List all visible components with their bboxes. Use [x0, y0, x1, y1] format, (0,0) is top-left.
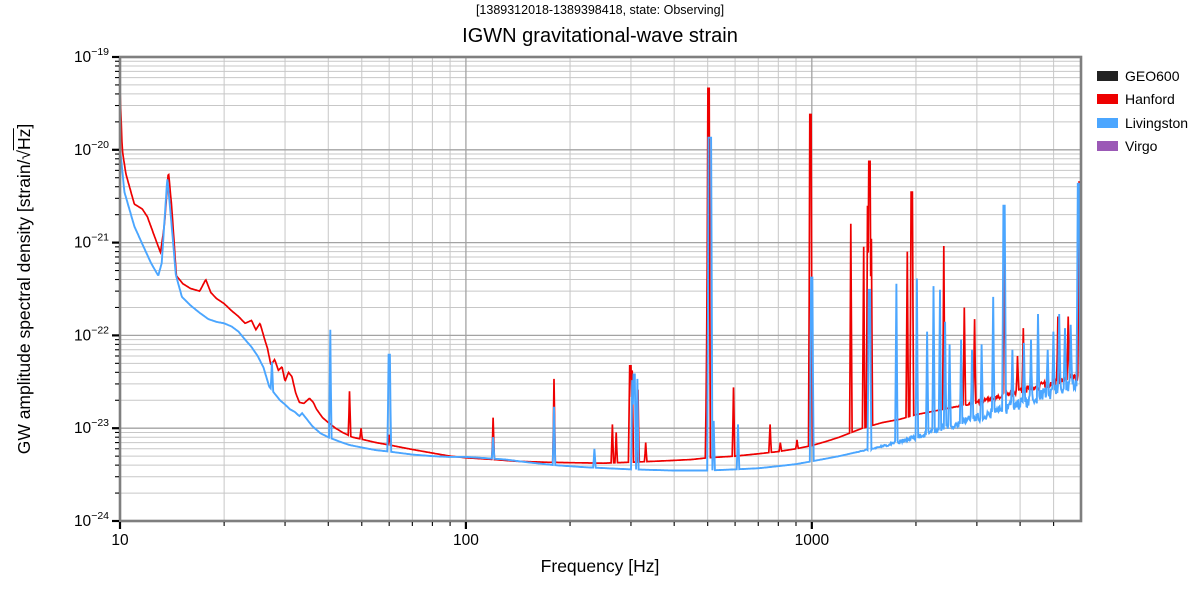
y-tick-label: 10−22 [74, 324, 109, 344]
y-axis-label-suffix: ] [14, 123, 34, 129]
axis-ticks [112, 55, 1055, 529]
y-axis-label: GW amplitude spectral density [strain/√H… [13, 123, 35, 455]
x-axis-label: Frequency [Hz] [540, 556, 660, 576]
y-tick-label: 10−19 [74, 46, 109, 66]
y-tick-label: 10−24 [74, 510, 109, 530]
x-tick-label: 1000 [795, 532, 830, 549]
figure-suptitle: [1389312018-1389398418, state: Observing… [475, 3, 725, 17]
sqrt-symbol: √ [14, 149, 34, 160]
legend-label: Hanford [1125, 91, 1175, 108]
series-livingston [120, 136, 1081, 472]
legend: GEO600 Hanford Livingston Virgo [1097, 64, 1188, 158]
curves [120, 87, 1081, 472]
legend-label: Virgo [1125, 138, 1158, 155]
legend-label: Livingston [1125, 114, 1189, 131]
plot-frame [118, 55, 1083, 523]
legend-item-virgo: Virgo [1097, 135, 1188, 159]
series-hanford [120, 87, 1081, 465]
y-tick-label: 10−21 [74, 232, 109, 252]
legend-swatch-virgo [1097, 141, 1118, 152]
legend-label: GEO600 [1125, 67, 1180, 84]
grid [119, 57, 1081, 521]
y-tick-label: 10−23 [74, 417, 109, 437]
figure-title: IGWN gravitational-wave strain [462, 25, 738, 47]
x-tick-label: 100 [453, 532, 479, 549]
legend-swatch-geo600 [1097, 70, 1118, 81]
legend-swatch-livingston [1097, 117, 1118, 128]
legend-item-geo600: GEO600 [1097, 64, 1188, 88]
sqrt-argument: Hz [13, 128, 34, 150]
x-tick-label: 10 [111, 532, 129, 549]
y-tick-label: 10−20 [74, 139, 109, 159]
legend-swatch-hanford [1097, 94, 1118, 105]
tick-labels: 10 100 1000 10−19 10−20 10−21 10−22 10−23 10−24 [74, 46, 830, 549]
y-axis-label-prefix: GW amplitude spectral density [strain/ [14, 159, 34, 455]
legend-item-livingston: Livingston [1097, 111, 1188, 135]
legend-item-hanford: Hanford [1097, 88, 1188, 112]
